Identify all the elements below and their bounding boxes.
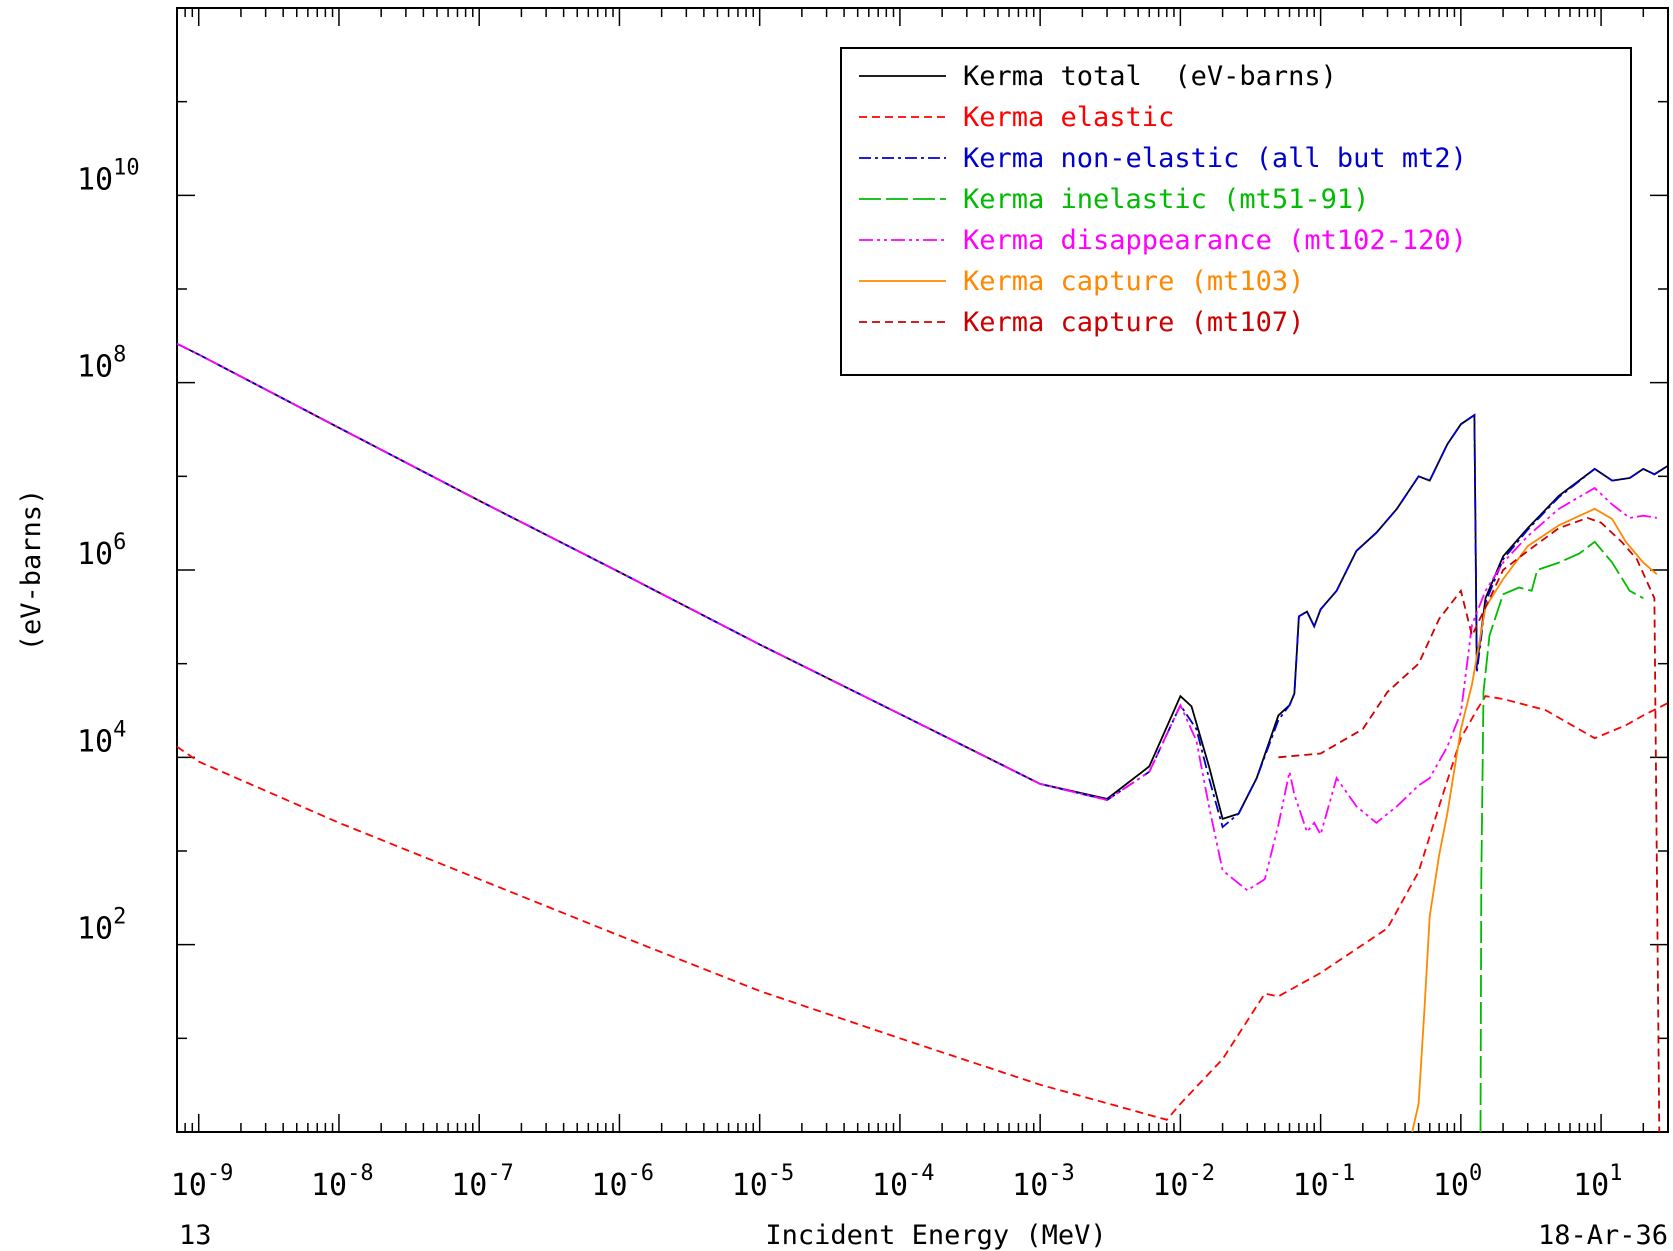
legend-box	[840, 47, 1632, 376]
x-tick-label: 10-6	[591, 1161, 654, 1203]
x-tick-label: 10-4	[872, 1161, 935, 1203]
legend-label: Kerma capture (mt103)	[963, 266, 1304, 297]
y-tick-label: 1010	[77, 155, 140, 197]
legend-label: Kerma capture (mt107)	[963, 307, 1304, 338]
series-line-3	[177, 342, 1668, 829]
y-tick-label: 102	[77, 905, 126, 947]
series-line-1	[177, 342, 1668, 821]
series-line-4	[1479, 540, 1644, 1132]
series-line-2	[177, 695, 1668, 1121]
series-line-5	[177, 342, 1658, 892]
y-tick-label: 106	[77, 530, 126, 572]
x-tick-label: 10-7	[451, 1161, 514, 1203]
x-tick-label: 10-5	[732, 1161, 795, 1203]
x-tick-label: 10-3	[1012, 1161, 1075, 1203]
series-line-7	[1278, 516, 1661, 1132]
legend-label: Kerma disappearance (mt102-120)	[963, 225, 1467, 256]
axis-tick-labels: 10-9 10-8 10-7 10-6 10-5 10-4 10-3 10-2 10-1 100 1…	[77, 155, 1622, 1203]
x-tick-label: 10-8	[311, 1161, 374, 1203]
legend-label: Kerma non-elastic (all but mt2)	[963, 143, 1467, 174]
legend-label: Kerma total (eV-barns)	[963, 61, 1337, 92]
x-tick-label: 100	[1433, 1161, 1482, 1203]
x-tick-label: 10-2	[1152, 1161, 1215, 1203]
legend: Kerma total (eV-barns) Kerma elastic Kerma…	[840, 47, 1632, 376]
legend-label: Kerma inelastic (mt51-91)	[963, 184, 1369, 215]
y-axis-title: (eV-barns)	[16, 489, 47, 652]
corner-right-note: 18-Ar-36	[1538, 1220, 1668, 1251]
corner-left-note: 13	[179, 1220, 212, 1251]
y-tick-label: 104	[77, 717, 126, 759]
y-tick-label: 108	[77, 343, 126, 385]
x-tick-label: 101	[1573, 1161, 1622, 1203]
series-layer	[177, 342, 1668, 1132]
series-line-6	[1411, 507, 1658, 1132]
axis-ticks	[176, 7, 1669, 1133]
x-axis-title: Incident Energy (MeV)	[765, 1220, 1106, 1251]
x-tick-label: 10-9	[171, 1161, 234, 1203]
legend-label: Kerma elastic	[963, 102, 1174, 133]
x-tick-label: 10-1	[1293, 1161, 1356, 1203]
